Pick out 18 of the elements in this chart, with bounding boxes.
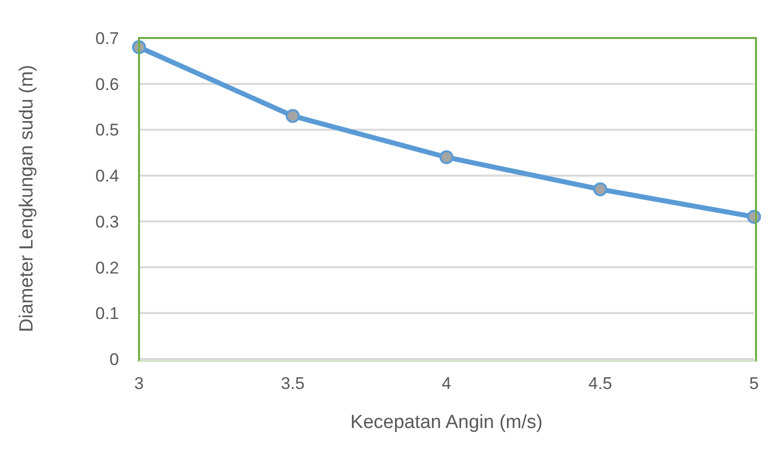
y-tick-label: 0.5 bbox=[95, 120, 119, 140]
point bbox=[286, 108, 300, 123]
y-tick-label: 0.4 bbox=[95, 166, 119, 186]
x-tick-label: 3 bbox=[134, 374, 144, 394]
y-tick-label: 0.7 bbox=[95, 29, 119, 48]
point bbox=[593, 182, 608, 196]
y-tick-label: 0.1 bbox=[95, 304, 119, 324]
point bbox=[440, 150, 454, 164]
y-axis-title: Diameter Lengkungan sudu (m) bbox=[16, 64, 38, 332]
x-tick-label: 5 bbox=[749, 374, 759, 394]
x-tick-label: 3.5 bbox=[280, 374, 305, 394]
y-tick-label: 0.6 bbox=[95, 74, 119, 94]
y-tick-label: 0 bbox=[110, 350, 119, 370]
x-axis-title: Kecepatan Angin (m/s) bbox=[350, 412, 543, 433]
x-tick-label: 4.5 bbox=[588, 374, 612, 394]
x-tick-label: 4 bbox=[442, 374, 452, 394]
y-tick-label: 0.3 bbox=[95, 212, 119, 232]
y-tick-label: 0.2 bbox=[95, 258, 119, 278]
